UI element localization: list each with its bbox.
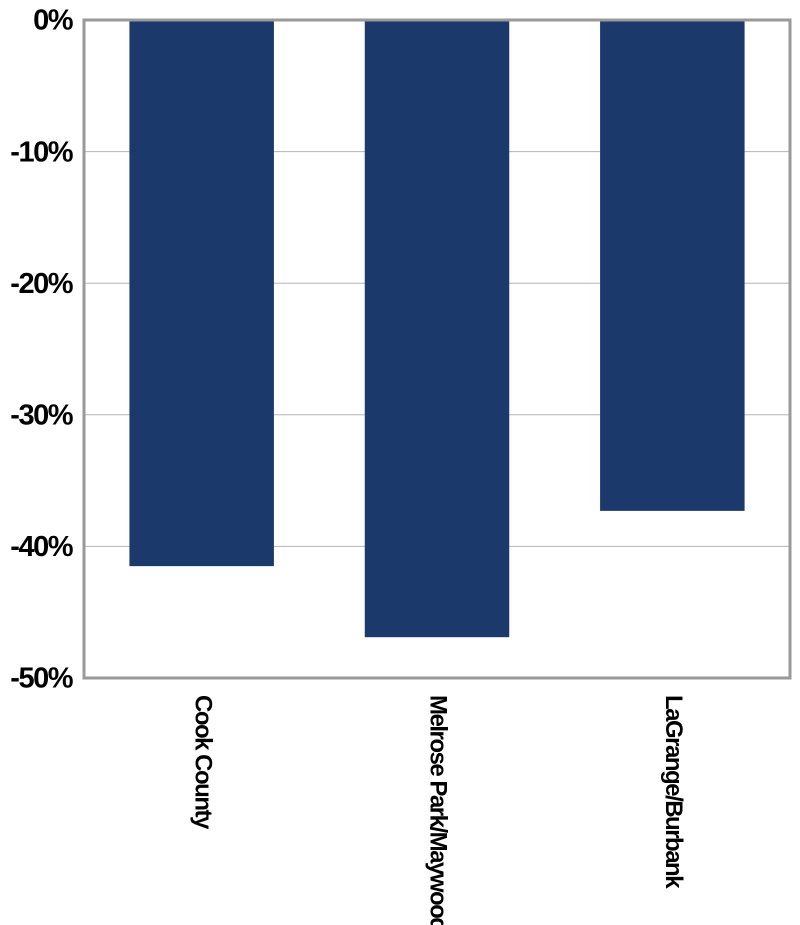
y-tick-label: 0% xyxy=(33,5,74,37)
plot-frame xyxy=(82,18,792,680)
bar xyxy=(600,20,745,511)
y-tick-label: -10% xyxy=(10,136,73,168)
bar xyxy=(364,20,510,638)
x-tick-label: LaGrange/Burbank xyxy=(660,695,687,889)
y-tick-label: -30% xyxy=(10,399,73,431)
bar xyxy=(129,20,274,567)
x-tick-label: Melrose Park/Maywood xyxy=(425,695,452,925)
y-tick-label: -50% xyxy=(10,663,73,695)
y-tick-label: -20% xyxy=(10,268,73,300)
x-tick-label: Cook County xyxy=(189,695,216,830)
y-tick-label: -40% xyxy=(10,531,73,563)
